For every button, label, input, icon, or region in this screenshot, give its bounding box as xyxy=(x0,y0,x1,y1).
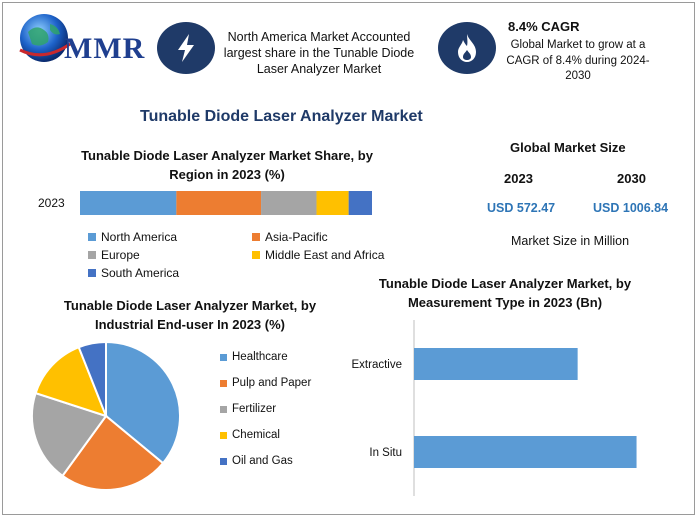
region-bar-segment-north-america xyxy=(80,191,177,215)
cagr-title: 8.4% CAGR xyxy=(508,19,580,34)
pie-slice-oil-and-gas xyxy=(77,340,107,417)
legend-swatch xyxy=(252,251,260,259)
legend-label: Healthcare xyxy=(232,351,288,363)
legend-swatch xyxy=(220,353,227,361)
enduser-legend-item-chemical: Chemical xyxy=(220,429,280,441)
region-stacked-bar xyxy=(80,191,372,215)
market-size-year1: 2023 xyxy=(504,171,533,186)
pie-slice-pulp-and-paper xyxy=(61,414,165,491)
market-size-value1: USD 572.47 xyxy=(487,201,556,215)
pie-slice-chemical xyxy=(34,345,108,418)
legend-swatch xyxy=(220,431,227,439)
cagr-text: Global Market to grow at a CAGR of 8.4% … xyxy=(506,39,650,82)
region-legend-item-asia-pacific: Asia-Pacific xyxy=(252,230,328,244)
region-legend-item-north-america: North America xyxy=(88,230,177,244)
pie-slice-healthcare xyxy=(105,340,181,465)
legend-swatch xyxy=(88,269,96,277)
info-north-america-text: North America Market Accounted largest s… xyxy=(223,30,415,76)
measurement-bar-chart: Extractive In Situ xyxy=(352,320,637,496)
region-bar-segment-south-america xyxy=(348,191,372,215)
legend-swatch xyxy=(88,251,96,259)
legend-swatch xyxy=(220,405,227,413)
legend-label: South America xyxy=(101,266,180,280)
region-legend-item-europe: Europe xyxy=(88,248,140,262)
region-bar-segment-middle-east-and-africa xyxy=(316,191,349,215)
region-bar-segment-asia-pacific xyxy=(176,191,262,215)
enduser-legend-item-oil-and-gas: Oil and Gas xyxy=(220,455,293,467)
enduser-legend-item-healthcare: Healthcare xyxy=(220,351,288,363)
legend-label: Pulp and Paper xyxy=(232,377,312,389)
legend-label: Europe xyxy=(101,248,140,262)
lightning-icon xyxy=(157,22,215,74)
market-size-year2: 2030 xyxy=(617,171,646,186)
logo: MMR xyxy=(14,10,144,68)
region-bar-segment-europe xyxy=(261,191,317,215)
legend-swatch xyxy=(88,233,96,241)
flame-icon xyxy=(438,22,496,74)
enduser-pie-chart xyxy=(31,340,181,491)
enduser-legend-item-pulp-and-paper: Pulp and Paper xyxy=(220,377,311,389)
measurement-chart-title: Tunable Diode Laser Analyzer Market, by … xyxy=(378,276,632,310)
legend-label: North America xyxy=(101,230,178,244)
globe-icon xyxy=(19,14,71,62)
legend-swatch xyxy=(220,457,227,465)
legend-label: Asia-Pacific xyxy=(265,230,328,244)
pie-slice-fertilizer xyxy=(31,391,108,478)
legend-swatch xyxy=(220,379,227,387)
legend-label: Chemical xyxy=(232,429,280,441)
legend-label: Oil and Gas xyxy=(232,455,293,467)
main-title: Tunable Diode Laser Analyzer Market xyxy=(140,108,423,125)
measurement-category-label: Extractive xyxy=(352,359,403,371)
region-legend-item-south-america: South America xyxy=(88,266,179,280)
region-legend-item-middle-east-and-africa: Middle East and Africa xyxy=(252,248,384,262)
logo-text: MMR xyxy=(64,32,146,65)
region-chart-year-label: 2023 xyxy=(38,196,65,210)
region-chart-title: Tunable Diode Laser Analyzer Market Shar… xyxy=(81,148,373,182)
market-size-title: Global Market Size xyxy=(510,140,626,155)
legend-swatch xyxy=(252,233,260,241)
enduser-legend-item-fertilizer: Fertilizer xyxy=(220,403,276,415)
enduser-chart-title: Tunable Diode Laser Analyzer Market, by … xyxy=(63,298,317,332)
legend-label: Fertilizer xyxy=(232,403,277,415)
measurement-category-label: In Situ xyxy=(369,447,402,459)
infographic-frame xyxy=(2,2,695,515)
legend-label: Middle East and Africa xyxy=(265,248,385,262)
market-size-note: Market Size in Million xyxy=(511,234,630,248)
market-size-value2: USD 1006.84 xyxy=(593,201,669,215)
measurement-bar-in-situ xyxy=(414,436,637,468)
measurement-bar-extractive xyxy=(414,348,578,380)
